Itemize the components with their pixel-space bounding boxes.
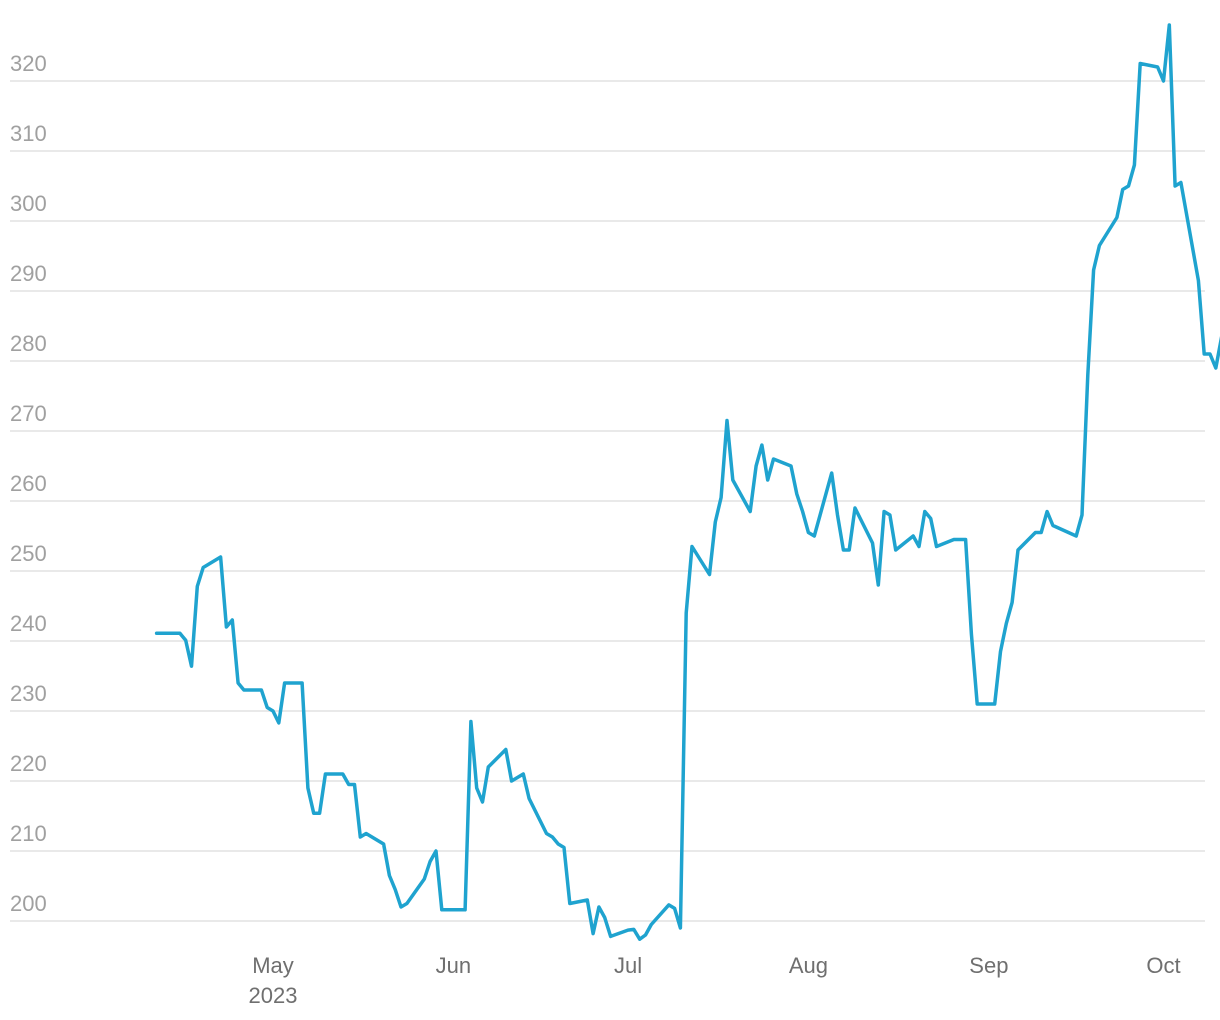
x-tick-label: Jun bbox=[436, 953, 471, 978]
y-tick-label: 260 bbox=[10, 471, 47, 496]
x-tick-label: Oct bbox=[1146, 953, 1180, 978]
y-axis-tick-labels: 200 210 220 230 240 250 260 270 280 290 300 310 320 bbox=[10, 51, 47, 916]
series-layer bbox=[154, 23, 1220, 941]
x-tick-label: Jul bbox=[614, 953, 642, 978]
x-tick-year-label: 2023 bbox=[249, 983, 298, 1008]
y-tick-label: 220 bbox=[10, 751, 47, 776]
y-tick-label: 200 bbox=[10, 891, 47, 916]
x-tick-label: May bbox=[252, 953, 294, 978]
y-tick-label: 320 bbox=[10, 51, 47, 76]
y-tick-label: 230 bbox=[10, 681, 47, 706]
y-tick-label: 290 bbox=[10, 261, 47, 286]
y-tick-label: 300 bbox=[10, 191, 47, 216]
y-tick-label: 280 bbox=[10, 331, 47, 356]
y-tick-label: 250 bbox=[10, 541, 47, 566]
y-tick-label: 240 bbox=[10, 611, 47, 636]
x-tick-label: Aug bbox=[789, 953, 828, 978]
series-line-0 bbox=[154, 23, 1220, 941]
y-tick-label: 270 bbox=[10, 401, 47, 426]
y-tick-label: 210 bbox=[10, 821, 47, 846]
y-tick-label: 310 bbox=[10, 121, 47, 146]
x-tick-label: Sep bbox=[969, 953, 1008, 978]
gridlines bbox=[10, 80, 1205, 922]
x-axis-tick-labels: May 2023 Jun Jul Aug Sep Oct bbox=[249, 953, 1181, 1008]
